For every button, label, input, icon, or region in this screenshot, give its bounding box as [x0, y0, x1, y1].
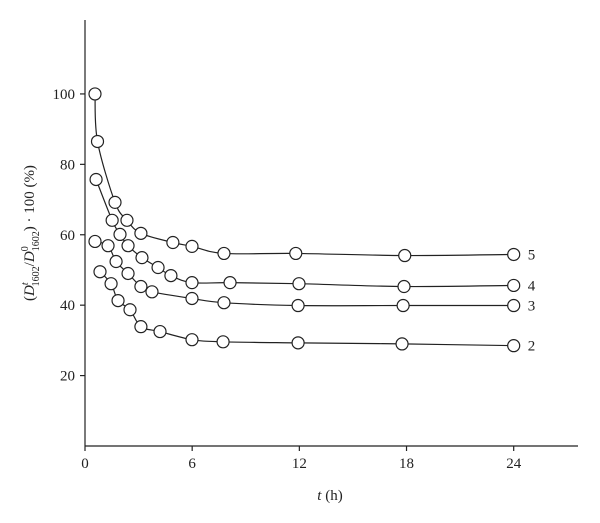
y-tick-label: 100: [53, 87, 76, 103]
data-point: [88, 87, 102, 101]
data-point: [507, 339, 521, 353]
data-point: [134, 320, 148, 334]
y-label-part: /: [22, 261, 38, 266]
data-point: [164, 269, 178, 283]
data-point: [166, 235, 180, 250]
curve-label: 3: [528, 299, 536, 315]
x-tick-label: 12: [292, 456, 307, 472]
y-label-part: 1602: [31, 266, 42, 286]
x-tick-label: 6: [188, 456, 196, 472]
x-tick-label: 24: [506, 456, 522, 472]
y-label-part: t: [20, 282, 31, 285]
y-axis-label: (Dt1602/D01602) · 100 (%): [20, 165, 42, 301]
data-point: [396, 298, 410, 313]
data-point: [395, 337, 409, 351]
data-point: [397, 279, 411, 294]
data-point: [185, 291, 199, 306]
data-point: [292, 277, 306, 291]
y-tick-label: 40: [60, 298, 75, 314]
data-point: [217, 296, 231, 310]
x-axis-label: t (h): [317, 488, 342, 504]
data-point: [135, 251, 149, 265]
data-point: [217, 246, 231, 261]
y-tick-label: 80: [60, 157, 75, 173]
data-point: [185, 333, 199, 347]
data-point: [101, 239, 115, 253]
data-point: [216, 335, 230, 349]
y-label-part: (: [22, 296, 38, 301]
data-point: [134, 226, 148, 240]
data-point: [109, 254, 123, 269]
y-label-part: D: [22, 251, 38, 263]
data-point: [123, 303, 137, 317]
data-point: [507, 298, 521, 313]
data-point: [108, 195, 122, 209]
y-label-part: 0: [20, 246, 31, 251]
data-point: [507, 247, 521, 262]
data-point: [507, 278, 521, 293]
y-label-part: D: [22, 285, 38, 297]
data-point: [105, 213, 119, 227]
y-label-part: ) · 100 (%): [22, 165, 38, 231]
x-label-var: t: [317, 488, 322, 504]
data-point: [153, 324, 167, 339]
x-tick-label: 18: [399, 456, 414, 472]
y-label-part: 1602: [31, 231, 42, 251]
data-point: [89, 172, 103, 187]
data-point: [398, 248, 412, 263]
x-tick-label: 0: [81, 456, 89, 472]
fit-curve: [94, 93, 514, 257]
data-point: [104, 277, 118, 291]
data-point: [90, 134, 105, 149]
data-point: [88, 234, 102, 249]
data-point: [145, 285, 159, 299]
data-point: [151, 260, 165, 275]
y-tick-label: 60: [60, 228, 75, 244]
curve-label: 5: [528, 247, 536, 263]
data-point: [120, 213, 134, 227]
curve-label: 2: [528, 339, 536, 355]
data-point: [185, 276, 199, 290]
data-point: [223, 276, 237, 290]
data-point: [111, 293, 125, 308]
data-point: [289, 246, 303, 261]
data-point: [185, 239, 199, 253]
data-point: [134, 279, 148, 294]
x-label-unit: (h): [321, 488, 342, 504]
data-point: [291, 298, 305, 313]
data-point: [93, 265, 107, 279]
data-point: [121, 239, 135, 253]
data-point: [113, 227, 127, 242]
y-tick-label: 20: [60, 369, 75, 385]
data-point: [121, 266, 135, 281]
curve-label: 4: [528, 278, 536, 294]
data-point: [291, 336, 305, 350]
